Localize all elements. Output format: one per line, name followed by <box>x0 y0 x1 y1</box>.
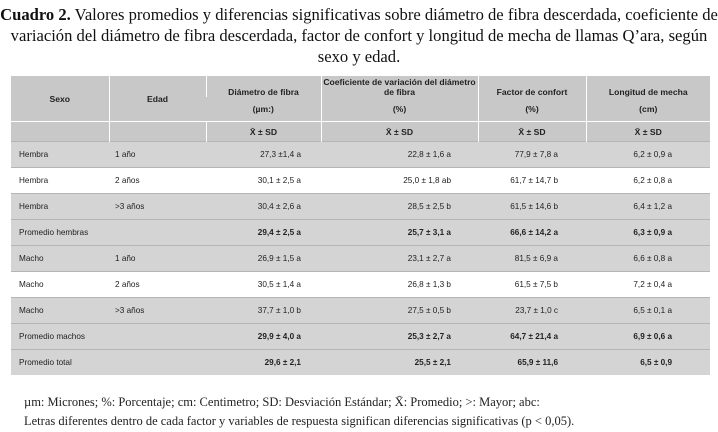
table-row: Macho 2 años 30,5 ± 1,4 a 26,8 ± 1,3 b 6… <box>11 271 710 298</box>
caption-text: Valores promedios y diferencias signific… <box>10 5 718 66</box>
cell-longitud: 6,4 ± 1,2 a <box>586 193 710 220</box>
cell-confort: 65,9 ± 11,6 <box>478 349 586 375</box>
cell-sexo: Promedio hembras <box>11 219 109 246</box>
cell-edad: 1 año <box>109 245 206 272</box>
cell-sexo: Macho <box>11 297 109 324</box>
table-row: Macho >3 años 37,7 ± 1,0 b 27,5 ± 0,5 b … <box>11 297 710 324</box>
cell-coeficiente: 28,5 ± 2,5 b <box>321 193 478 220</box>
cell-longitud: 6,3 ± 0,9 a <box>586 219 710 246</box>
cell-confort: 61,5 ± 14,6 b <box>478 193 586 220</box>
stat-diametro: X̄ ± SD <box>205 121 321 142</box>
cell-edad: 2 años <box>109 271 206 298</box>
cell-sexo: Hembra <box>11 141 109 168</box>
stat-coeficiente: X̄ ± SD <box>320 121 478 142</box>
cell-longitud: 6,9 ± 0,6 a <box>586 323 710 350</box>
cell-diametro: 27,3 ±1,4 a <box>206 141 321 168</box>
cell-edad: >3 años <box>109 193 206 220</box>
cell-sexo: Promedio machos <box>11 323 109 350</box>
cell-sexo: Macho <box>11 245 109 272</box>
results-table: Sexo Edad Diámetro de fibra Coeficiente … <box>11 76 710 375</box>
unit-longitud: (cm) <box>585 97 710 122</box>
cell-diametro: 30,4 ± 2,6 a <box>206 193 321 220</box>
header-sexo: Sexo <box>11 76 109 122</box>
header-coeficiente: Coeficiente de variación del diámetro de… <box>320 76 478 97</box>
footnote-line-1: µm: Micrones; %: Porcentaje; cm: Centime… <box>24 395 540 409</box>
cell-coeficiente: 25,5 ± 2,1 <box>321 349 478 375</box>
cell-coeficiente: 25,0 ± 1,8 ab <box>321 167 478 194</box>
header-blank <box>11 121 109 142</box>
table-row-total: Promedio total 29,6 ± 2,1 25,5 ± 2,1 65,… <box>11 349 710 375</box>
cell-diametro: 30,5 ± 1,4 a <box>206 271 321 298</box>
cell-edad <box>109 323 206 350</box>
cell-diametro: 29,4 ± 2,5 a <box>206 219 321 246</box>
footnote-line-2: Letras diferentes dentro de cada factor … <box>24 414 575 428</box>
cell-longitud: 7,2 ± 0,4 a <box>586 271 710 298</box>
header-edad: Edad <box>108 76 206 122</box>
cell-confort: 66,6 ± 14,2 a <box>478 219 586 246</box>
header-longitud: Longitud de mecha <box>585 76 710 97</box>
stat-confort: X̄ ± SD <box>477 121 586 142</box>
table-caption: Cuadro 2. Valores promedios y diferencia… <box>0 4 718 67</box>
cell-diametro: 29,6 ± 2,1 <box>206 349 321 375</box>
cell-longitud: 6,2 ± 0,9 a <box>586 141 710 168</box>
table-row: Macho 1 año 26,9 ± 1,5 a 23,1 ± 2,7 a 81… <box>11 245 710 272</box>
cell-confort: 23,7 ± 1,0 c <box>478 297 586 324</box>
cell-coeficiente: 23,1 ± 2,7 a <box>321 245 478 272</box>
cell-edad: 2 años <box>109 167 206 194</box>
table-row-summary: Promedio hembras 29,4 ± 2,5 a 25,7 ± 3,1… <box>11 219 710 246</box>
unit-diametro: (µm:) <box>206 97 321 122</box>
table-row: Hembra 2 años 30,1 ± 2,5 a 25,0 ± 1,8 ab… <box>11 167 710 194</box>
cell-sexo: Promedio total <box>11 349 109 375</box>
table-row-summary: Promedio machos 29,9 ± 4,0 a 25,3 ± 2,7 … <box>11 323 710 350</box>
header-blank <box>108 121 206 142</box>
header-confort: Factor de confort <box>477 76 586 97</box>
cell-coeficiente: 25,3 ± 2,7 a <box>321 323 478 350</box>
cell-edad <box>109 219 206 246</box>
cell-longitud: 6,6 ± 0,8 a <box>586 245 710 272</box>
table-footnote: µm: Micrones; %: Porcentaje; cm: Centime… <box>24 393 714 431</box>
cell-sexo: Macho <box>11 271 109 298</box>
cell-coeficiente: 27,5 ± 0,5 b <box>321 297 478 324</box>
cell-confort: 81,5 ± 6,9 a <box>478 245 586 272</box>
cell-confort: 61,5 ± 7,5 b <box>478 271 586 298</box>
cell-confort: 64,7 ± 21,4 a <box>478 323 586 350</box>
cell-diametro: 30,1 ± 2,5 a <box>206 167 321 194</box>
cell-longitud: 6,5 ± 0,1 a <box>586 297 710 324</box>
cell-coeficiente: 25,7 ± 3,1 a <box>321 219 478 246</box>
cell-longitud: 6,2 ± 0,8 a <box>586 167 710 194</box>
cell-coeficiente: 22,8 ± 1,6 a <box>321 141 478 168</box>
stat-longitud: X̄ ± SD <box>585 121 710 142</box>
table-row: Hembra 1 año 27,3 ±1,4 a 22,8 ± 1,6 a 77… <box>11 141 710 168</box>
unit-confort: (%) <box>477 97 586 122</box>
cell-diametro: 29,9 ± 4,0 a <box>206 323 321 350</box>
cell-edad: >3 años <box>109 297 206 324</box>
cell-diametro: 37,7 ± 1,0 b <box>206 297 321 324</box>
table-row: Hembra >3 años 30,4 ± 2,6 a 28,5 ± 2,5 b… <box>11 193 710 220</box>
cell-edad: 1 año <box>109 141 206 168</box>
cell-edad <box>109 349 206 375</box>
unit-coeficiente: (%) <box>320 97 478 122</box>
caption-label: Cuadro 2. <box>0 5 71 24</box>
cell-sexo: Hembra <box>11 193 109 220</box>
cell-confort: 61,7 ± 14,7 b <box>478 167 586 194</box>
cell-coeficiente: 26,8 ± 1,3 b <box>321 271 478 298</box>
cell-longitud: 6,5 ± 0,9 <box>586 349 710 375</box>
cell-confort: 77,9 ± 7,8 a <box>478 141 586 168</box>
header-diametro: Diámetro de fibra <box>205 76 321 97</box>
cell-sexo: Hembra <box>11 167 109 194</box>
cell-diametro: 26,9 ± 1,5 a <box>206 245 321 272</box>
